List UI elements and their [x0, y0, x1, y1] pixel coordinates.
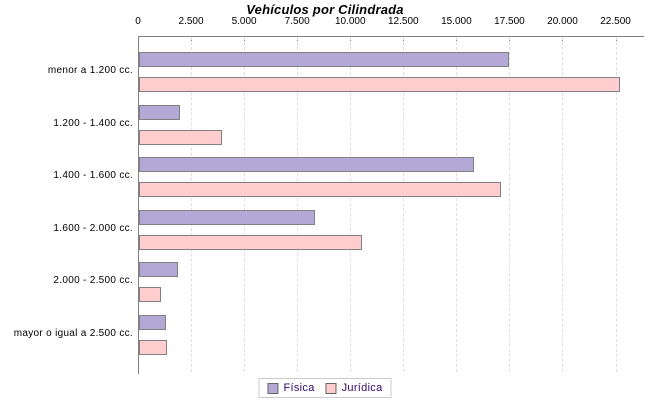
gridline [456, 37, 458, 372]
bar-fisica [139, 52, 509, 67]
legend-swatch-icon [267, 382, 279, 394]
gridline [403, 37, 405, 372]
x-tick-label: 15.000 [441, 16, 472, 27]
gridline [191, 37, 193, 372]
y-axis-line [138, 36, 139, 374]
bar-juridica [139, 287, 161, 302]
x-tick-label: 17.500 [494, 16, 525, 27]
bar-fisica [139, 104, 180, 120]
x-tick-label: 10.000 [334, 16, 366, 27]
legend-label: Jurídica [341, 382, 383, 394]
x-tick-label: 7.500 [284, 16, 310, 27]
bar-fisica [139, 262, 178, 277]
x-tick-label: 22.500 [600, 16, 631, 27]
category-label: 1.200 - 1.400 cc. [53, 117, 133, 129]
bar-juridica [139, 182, 501, 197]
category-label: 2.000 - 2.500 cc. [53, 275, 133, 286]
legend-item: Jurídica [325, 382, 383, 394]
x-tick-mark [138, 36, 139, 41]
category-label: 1.400 - 1.600 cc. [53, 170, 133, 181]
bar-fisica [139, 157, 474, 172]
gridline [615, 37, 617, 372]
legend-swatch-icon [325, 382, 337, 394]
bar-juridica [139, 129, 222, 145]
gridline [244, 37, 246, 372]
legend: Física Jurídica [258, 378, 392, 398]
category-label: 1.600 - 2.000 cc. [53, 222, 133, 234]
gridline [509, 37, 511, 372]
x-tick-label: 12.500 [388, 16, 419, 27]
bar-fisica [139, 209, 315, 225]
x-tick-label: 5.000 [231, 16, 257, 27]
category-label: mayor o igual a 2.500 cc. [13, 327, 133, 339]
x-axis-line [138, 36, 644, 37]
bar-juridica [139, 339, 167, 355]
gridline [297, 37, 299, 372]
x-tick-label: 0 [135, 16, 141, 27]
bar-juridica [139, 77, 620, 92]
category-label: menor a 1.200 cc. [47, 65, 133, 76]
bar-juridica [139, 234, 362, 250]
gridline [562, 37, 564, 372]
legend-item: Física [267, 382, 314, 394]
chart-title: Vehículos por Cilindrada [246, 2, 404, 17]
x-tick-label: 20.000 [547, 16, 578, 27]
gridline [350, 37, 352, 372]
legend-label: Física [283, 382, 315, 394]
x-tick-label: 2.500 [178, 16, 204, 27]
bar-fisica [139, 314, 166, 330]
